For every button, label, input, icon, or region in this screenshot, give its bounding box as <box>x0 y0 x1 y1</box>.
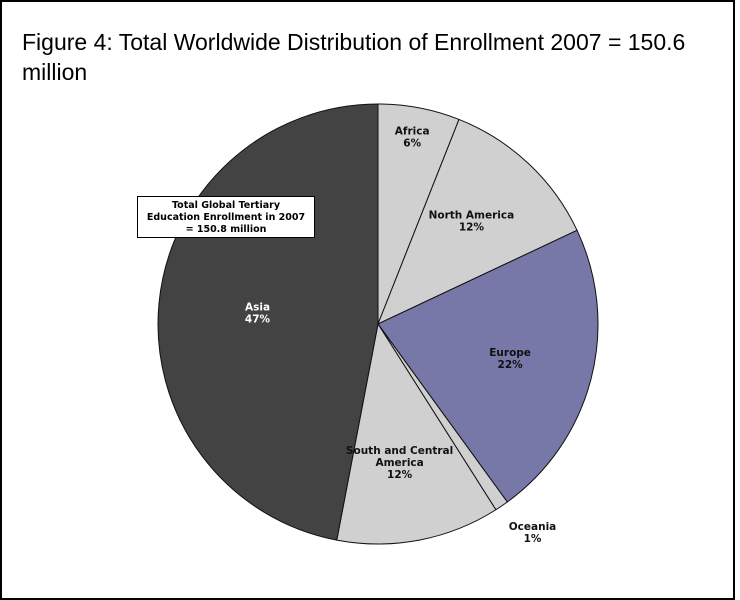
slice-value-label: 12% <box>387 469 413 481</box>
slice-category-label: Europe <box>489 347 531 359</box>
callout-line-2: Education Enrollment in 2007 <box>146 212 306 223</box>
pie-slice-south-and-central-america <box>336 322 497 545</box>
slice-category-label: North America <box>429 210 515 222</box>
enrollment-callout: Total Global Tertiary Education Enrollme… <box>137 196 315 238</box>
slice-category-label: America <box>375 457 423 469</box>
slice-value-label: 22% <box>498 359 524 371</box>
slice-value-label: 1% <box>524 533 542 545</box>
slice-category-label: South and Central <box>346 445 453 457</box>
slice-category-label: Asia <box>245 302 270 314</box>
pie-slice-europe <box>377 229 599 503</box>
slice-value-label: 12% <box>459 222 485 234</box>
callout-line-3: = 150.8 million <box>185 224 267 235</box>
slice-category-label: Oceania <box>509 521 557 533</box>
slice-category-label: Africa <box>395 126 430 138</box>
callout-line-1: Total Global Tertiary <box>171 200 281 211</box>
slice-value-label: 47% <box>245 314 271 326</box>
figure-title: Figure 4: Total Worldwide Distribution o… <box>22 29 686 85</box>
pie-slice-north-america <box>377 118 578 325</box>
slice-value-label: 6% <box>403 138 421 150</box>
